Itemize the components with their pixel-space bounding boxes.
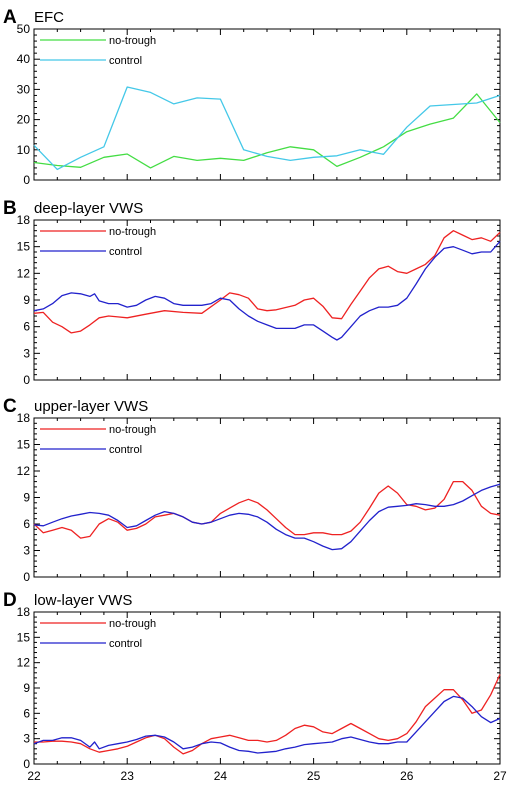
- series-line-no-trough: [34, 674, 501, 755]
- y-tick-label: 10: [17, 143, 31, 157]
- y-tick-label: 12: [17, 464, 31, 478]
- y-tick-label: 9: [23, 491, 30, 505]
- y-tick-label: 6: [23, 706, 30, 720]
- x-tick-label: 27: [493, 769, 507, 783]
- y-tick-label: 40: [17, 52, 31, 66]
- panel-letter: A: [3, 7, 17, 28]
- y-tick-label: 0: [23, 173, 30, 187]
- series-line-no-trough: [33, 230, 501, 334]
- legend-label: no-trough: [109, 424, 156, 436]
- y-tick-label: 6: [23, 517, 30, 531]
- panel-a: A EFC 0 10 20 30 40 50 no-trough control: [3, 7, 501, 187]
- x-tick-label: 25: [307, 769, 321, 783]
- y-tick-label: 0: [23, 570, 30, 584]
- legend-label: no-trough: [109, 618, 156, 630]
- legend-label: control: [109, 55, 142, 67]
- legend-label: no-trough: [109, 35, 156, 47]
- panel-letter: C: [3, 396, 17, 417]
- x-tick-label: 23: [121, 769, 135, 783]
- plot-frame: [33, 417, 501, 578]
- y-tick-label: 0: [23, 757, 30, 771]
- y-tick-label: 18: [17, 213, 31, 227]
- plot-frame: [33, 611, 501, 765]
- y-tick-label: 6: [23, 320, 30, 334]
- x-tick-label: 26: [400, 769, 414, 783]
- y-tick-label: 15: [17, 630, 31, 644]
- legend-label: no-trough: [109, 226, 156, 238]
- series-line-control: [33, 695, 501, 754]
- x-tick-label: 22: [27, 769, 41, 783]
- panel-title: upper-layer VWS: [34, 398, 148, 415]
- y-tick-label: 3: [23, 732, 30, 746]
- legend-label: control: [109, 246, 142, 258]
- panel-letter: D: [3, 590, 17, 611]
- legend-label: control: [109, 638, 142, 650]
- panel-title: deep-layer VWS: [34, 200, 143, 217]
- series-line-control: [33, 86, 501, 171]
- y-tick-label: 20: [17, 113, 31, 127]
- y-tick-label: 0: [23, 373, 30, 387]
- y-tick-label: 9: [23, 293, 30, 307]
- y-tick-label: 18: [17, 411, 31, 425]
- series-line-no-trough: [33, 480, 501, 539]
- y-tick-label: 30: [17, 82, 31, 96]
- y-tick-label: 12: [17, 266, 31, 280]
- y-tick-label: 3: [23, 544, 30, 558]
- panel-letter: B: [3, 198, 17, 219]
- series-line-no-trough: [33, 93, 501, 169]
- y-tick-label: 15: [17, 438, 31, 452]
- y-tick-label: 50: [17, 22, 31, 36]
- legend-label: control: [109, 444, 142, 456]
- y-tick-label: 9: [23, 681, 30, 695]
- series-line-control: [33, 483, 501, 551]
- y-tick-label: 15: [17, 240, 31, 254]
- y-tick-label: 3: [23, 346, 30, 360]
- panel-title: EFC: [34, 9, 64, 26]
- panel-title: low-layer VWS: [34, 592, 132, 609]
- series-line-control: [33, 240, 501, 341]
- y-tick-label: 18: [17, 605, 31, 619]
- y-tick-label: 12: [17, 656, 31, 670]
- plot-frame: [33, 219, 501, 381]
- x-tick-label: 24: [214, 769, 228, 783]
